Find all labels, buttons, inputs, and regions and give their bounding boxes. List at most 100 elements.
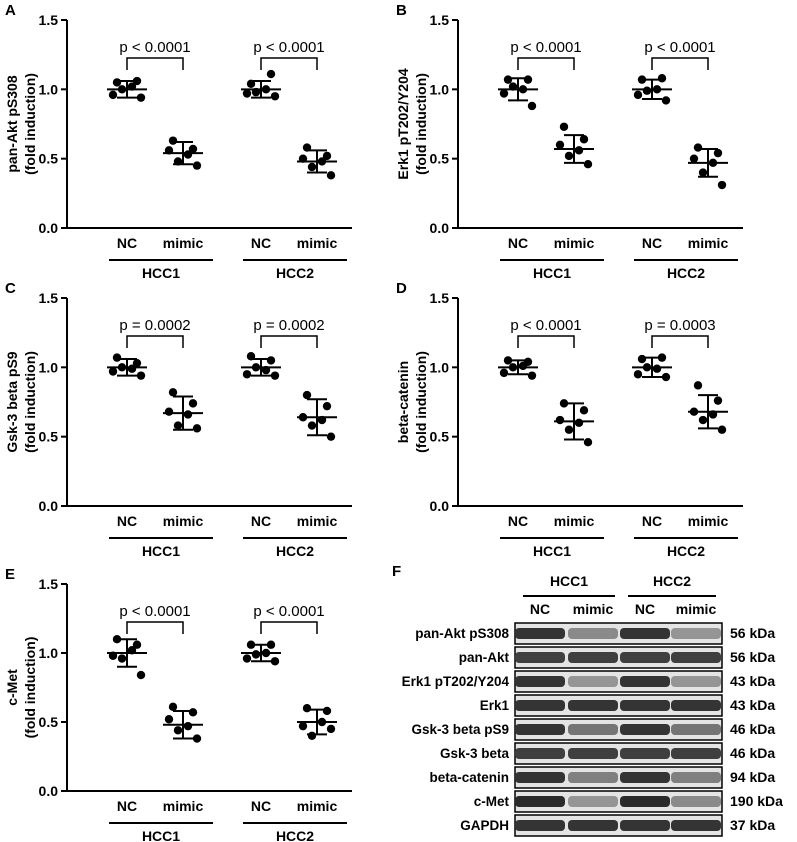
x-tick-label: mimic — [297, 513, 338, 529]
data-point — [127, 646, 137, 655]
blot-protein-label: Erk1 — [480, 698, 510, 713]
group-label: HCC2 — [667, 543, 705, 559]
data-point — [266, 640, 276, 649]
data-point — [633, 370, 643, 379]
data-point — [583, 160, 593, 169]
x-tick-label: mimic — [297, 235, 338, 251]
data-point — [317, 157, 327, 166]
data-point — [689, 407, 699, 416]
x-tick-label: mimic — [554, 235, 595, 251]
data-point — [251, 363, 261, 372]
data-point — [574, 418, 584, 427]
x-tick-label: mimic — [554, 513, 595, 529]
p-value-label: p < 0.0001 — [119, 39, 190, 56]
blot-band — [515, 628, 565, 639]
data-point — [127, 364, 137, 373]
data-point — [173, 421, 183, 430]
data-point — [555, 415, 565, 425]
significance-bracket — [260, 621, 318, 634]
blot-row: Erk1 pT202/Y204 43 kDa — [402, 670, 775, 693]
group-label: HCC1 — [142, 828, 180, 842]
data-point — [326, 724, 336, 734]
group-label: HCC1 — [533, 265, 571, 281]
blot-band — [568, 820, 618, 831]
data-point — [708, 158, 718, 168]
blot-row: beta-catenin 94 kDa — [429, 766, 775, 789]
data-point — [112, 353, 122, 362]
x-tick-label: mimic — [297, 798, 338, 814]
data-point — [246, 640, 256, 649]
data-point — [132, 76, 142, 86]
blot-band — [568, 652, 618, 663]
data-point — [183, 150, 193, 159]
y-axis-label-2: (fold induction) — [22, 73, 38, 175]
y-tick-label: 0.5 — [430, 429, 450, 445]
y-tick-label: 0.0 — [39, 220, 59, 236]
data-point — [246, 79, 256, 88]
blot-row: Erk1 43 kDa — [480, 694, 775, 717]
y-tick-label: 0.0 — [430, 498, 450, 514]
blot-band — [671, 628, 721, 639]
data-point — [689, 154, 699, 163]
data-point — [523, 75, 533, 84]
data-point — [693, 143, 703, 152]
blot-band — [515, 676, 565, 687]
data-point — [298, 154, 308, 163]
blot-protein-label: c-Met — [474, 794, 510, 809]
data-point — [302, 704, 312, 713]
data-point — [261, 648, 271, 658]
data-point — [266, 356, 276, 365]
data-point — [717, 425, 727, 434]
data-point — [173, 157, 183, 166]
data-point — [637, 354, 647, 364]
x-tick-label: NC — [251, 513, 271, 529]
data-point — [713, 148, 723, 158]
data-point — [127, 82, 137, 91]
data-point — [108, 367, 118, 376]
blot-row: GAPDH 37 kDa — [460, 814, 775, 837]
p-value-label: p = 0.0003 — [644, 317, 715, 334]
data-point — [717, 180, 727, 190]
x-tick-label: NC — [251, 235, 271, 251]
y-axis-label: Erk1 pT202/Y204 — [395, 68, 411, 180]
blot-row: Gsk-3 beta 46 kDa — [440, 742, 775, 765]
data-point — [322, 151, 332, 161]
blot-band — [568, 748, 618, 759]
data-point — [307, 162, 317, 172]
blot-group-label: HCC2 — [653, 573, 691, 589]
data-point — [661, 96, 671, 105]
panel-B: B 0.0 0.5 1.0 1.5 Erk1 pT202/Y204 (fold induct… — [395, 2, 743, 281]
blot-size-label: 43 kDa — [730, 673, 775, 689]
blot-row: c-Met 190 kDa — [474, 790, 783, 813]
data-point — [564, 151, 574, 161]
significance-bracket — [517, 335, 575, 348]
blot-size-label: 46 kDa — [730, 721, 775, 737]
data-point — [242, 370, 252, 379]
data-point — [117, 363, 127, 372]
blot-size-label: 56 kDa — [730, 649, 775, 665]
y-tick-label: 1.5 — [430, 290, 450, 306]
data-point — [564, 425, 574, 434]
data-point — [132, 358, 142, 368]
data-point — [183, 410, 193, 419]
data-point — [527, 371, 537, 380]
y-tick-label: 0.0 — [39, 783, 59, 799]
blot-lane-label: mimic — [573, 601, 614, 617]
blot-band — [568, 796, 618, 807]
p-value-label: p < 0.0001 — [644, 39, 715, 56]
y-tick-label: 1.0 — [39, 645, 59, 661]
blot-row: pan-Akt 56 kDa — [459, 646, 775, 669]
data-point — [266, 69, 276, 79]
data-point — [698, 415, 708, 425]
data-point — [322, 401, 332, 411]
data-point — [136, 670, 146, 680]
data-point — [503, 356, 513, 365]
data-point — [270, 657, 280, 666]
blot-band — [620, 748, 670, 759]
data-point — [302, 390, 312, 400]
data-point — [579, 135, 589, 144]
group-label: HCC2 — [276, 543, 314, 559]
data-point — [527, 101, 537, 111]
blot-protein-label: Erk1 pT202/Y204 — [402, 674, 510, 689]
